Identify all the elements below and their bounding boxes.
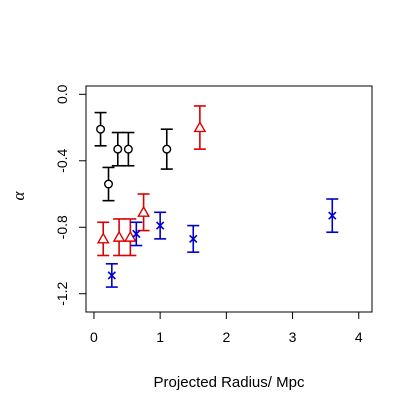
series-2 — [96, 105, 207, 257]
y-axis-title: α — [9, 190, 28, 200]
data-point-circle — [162, 144, 172, 154]
x-tick-label: 4 — [355, 329, 363, 345]
data-point-triangle — [96, 232, 110, 244]
x-tick-label: 2 — [222, 329, 230, 345]
x-tick-label: 1 — [156, 329, 164, 345]
data-point-triangle — [193, 120, 207, 133]
data-point-x — [132, 229, 141, 239]
y-tick-label: -0.8 — [54, 215, 70, 239]
y-axis: 0.0 -0.4 -0.8 -1.2 — [54, 84, 87, 306]
series-3 — [105, 198, 339, 288]
data-point-circle — [113, 144, 123, 154]
data-point-circle — [96, 124, 106, 134]
data-point-x — [328, 211, 337, 220]
data-point-triangle — [112, 230, 126, 242]
data-point-circle — [123, 144, 133, 154]
x-axis-title: Projected Radius/ Mpc — [154, 374, 305, 391]
data-point-triangle — [137, 205, 151, 217]
series-1 — [94, 111, 173, 202]
x-axis: 0 1 2 3 4 — [90, 311, 363, 345]
y-tick-label: -1.2 — [54, 281, 70, 305]
data-point-x — [189, 234, 198, 244]
data-point-circle — [104, 179, 114, 189]
data-point-x — [155, 221, 165, 230]
data-marks — [94, 105, 339, 288]
y-tick-label: -0.4 — [54, 149, 70, 173]
x-tick-label: 0 — [90, 329, 98, 345]
x-tick-label: 3 — [289, 329, 297, 345]
y-tick-label: 0.0 — [54, 84, 70, 104]
data-point-x — [107, 271, 116, 280]
